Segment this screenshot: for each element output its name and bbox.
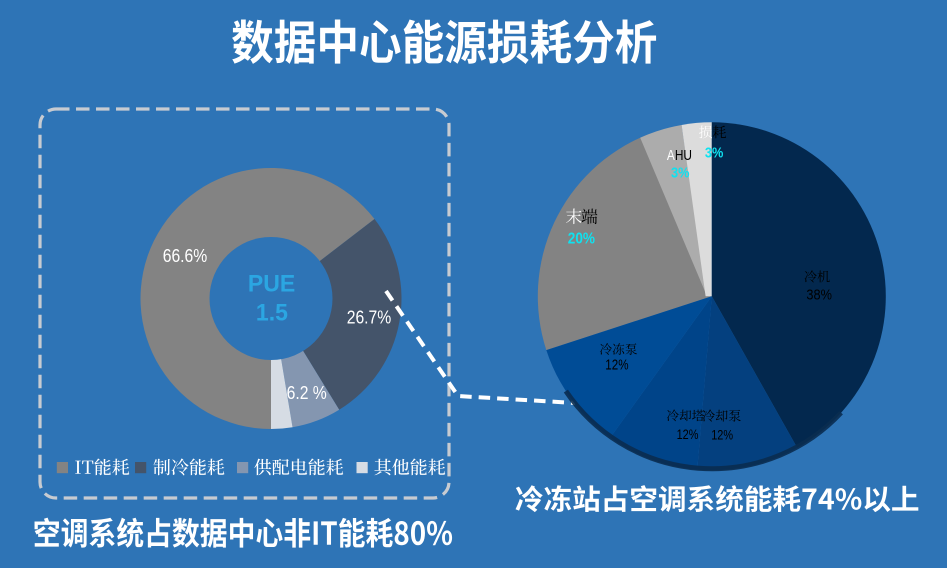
- svg-text:66.6%: 66.6%: [163, 245, 208, 267]
- svg-text:26.7%: 26.7%: [347, 306, 392, 328]
- svg-text:12%: 12%: [711, 427, 733, 443]
- svg-text:12%: 12%: [605, 356, 628, 373]
- svg-text:12%: 12%: [677, 427, 699, 443]
- svg-text:3%: 3%: [671, 163, 689, 180]
- svg-text:AHU: AHU: [667, 147, 692, 163]
- svg-text:6.2 %: 6.2 %: [287, 382, 327, 404]
- svg-text:3%: 3%: [705, 144, 723, 161]
- svg-text:1.5: 1.5: [256, 299, 288, 327]
- svg-text:20%: 20%: [568, 231, 595, 248]
- svg-text:PUE: PUE: [248, 270, 295, 298]
- svg-text:38%: 38%: [806, 285, 832, 302]
